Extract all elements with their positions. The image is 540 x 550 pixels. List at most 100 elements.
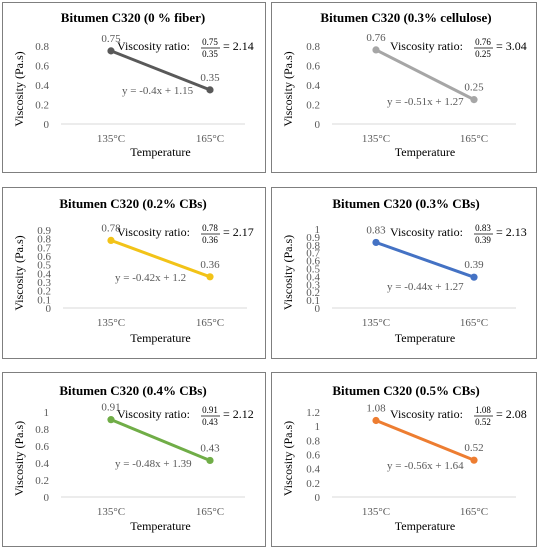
ratio-numerator: 0.76 — [475, 37, 491, 47]
y-axis-label: Viscosity (Pa.s) — [281, 421, 295, 496]
chart-title: Bitumen C320 (0.3% cellulose) — [320, 10, 491, 25]
data-point — [107, 47, 115, 55]
series-line — [110, 238, 211, 279]
ratio-denominator: 0.36 — [202, 235, 218, 245]
x-axis-label: Temperature — [130, 331, 190, 345]
viscosity-ratio: Viscosity ratio: 0.76 0.25 = 3.04 — [390, 37, 527, 59]
x-tick-label: 135°C — [97, 133, 125, 145]
chart-panel: Bitumen C320 (0.5% CBs) Viscosity (Pa.s) T… — [271, 372, 537, 547]
y-tick-label: 0.4 — [306, 80, 320, 92]
chart-svg: Bitumen C320 (0.4% CBs) Viscosity (Pa.s) T… — [12, 383, 254, 533]
chart-panel: Bitumen C320 (0.3% CBs) Viscosity (Pa.s) T… — [271, 187, 537, 359]
x-axis-label: Temperature — [130, 519, 190, 533]
viscosity-ratio: Viscosity ratio: 0.83 0.39 = 2.13 — [390, 223, 527, 245]
data-label: 0.39 — [464, 259, 484, 271]
x-axis-label: Temperature — [395, 331, 455, 345]
y-tick-label: 0.6 — [35, 441, 49, 453]
y-tick-label: 0 — [315, 303, 321, 315]
y-tick-label: 0.8 — [37, 234, 51, 246]
trendline-equation: y = -0.56x + 1.64 — [387, 460, 464, 472]
x-tick-label: 165°C — [460, 317, 488, 329]
data-label: 0.75 — [101, 33, 121, 45]
series-line — [375, 241, 475, 279]
x-tick-label: 165°C — [196, 133, 224, 145]
data-point — [206, 273, 214, 281]
y-tick-label: 0.3 — [37, 277, 51, 289]
chart-svg: Bitumen C320 (0.3% CBs) Viscosity (Pa.s) T… — [281, 196, 527, 345]
ratio-numerator: 1.08 — [475, 405, 491, 415]
chart-title: Bitumen C320 (0.5% CBs) — [332, 383, 479, 398]
ratio-result: = 2.13 — [496, 225, 527, 239]
y-tick-label: 0.8 — [35, 41, 49, 53]
y-tick-label: 0.5 — [37, 260, 51, 272]
y-tick-label: 0.2 — [306, 287, 320, 299]
data-point — [206, 456, 214, 465]
ratio-denominator: 0.52 — [475, 417, 491, 427]
data-label: 0.35 — [200, 72, 220, 84]
x-tick-label: 135°C — [362, 133, 390, 145]
series-line — [375, 419, 475, 462]
y-tick-label: 0.2 — [35, 100, 49, 112]
y-tick-label: 0.4 — [35, 458, 49, 470]
y-tick-label: 0.4 — [306, 464, 320, 476]
ratio-prefix: Viscosity ratio: — [390, 225, 463, 239]
y-axis-label: Viscosity (Pa.s) — [12, 51, 26, 126]
x-tick-label: 135°C — [97, 506, 125, 518]
y-tick-label: 0.4 — [37, 268, 51, 280]
y-tick-label: 0.2 — [306, 100, 320, 112]
y-tick-label: 0.8 — [35, 424, 49, 436]
ratio-denominator: 0.35 — [202, 49, 218, 59]
y-tick-label: 0.2 — [306, 478, 320, 490]
y-axis-label: Viscosity (Pa.s) — [12, 235, 26, 310]
chart-panel: Bitumen C320 (0.4% CBs) Viscosity (Pa.s) T… — [2, 372, 266, 547]
chart-title: Bitumen C320 (0.4% CBs) — [59, 383, 206, 398]
y-tick-label: 0 — [315, 492, 321, 504]
data-point — [470, 96, 478, 104]
y-tick-label: 0.3 — [306, 279, 320, 291]
ratio-result: = 3.04 — [496, 39, 527, 53]
ratio-denominator: 0.43 — [202, 417, 218, 427]
viscosity-ratio: Viscosity ratio: 0.78 0.36 = 2.17 — [117, 223, 254, 245]
y-tick-label: 0 — [315, 119, 321, 131]
x-tick-label: 135°C — [362, 317, 390, 329]
data-point — [107, 236, 115, 244]
data-label: 0.25 — [464, 82, 484, 94]
y-tick-label: 0 — [44, 119, 50, 131]
y-tick-label: 0.6 — [306, 61, 320, 73]
y-tick-label: 0.6 — [306, 256, 320, 268]
data-label: 0.52 — [464, 442, 483, 454]
chart-panel: Bitumen C320 (0 % fiber) Viscosity (Pa.s)… — [2, 2, 266, 173]
data-point — [372, 46, 380, 54]
y-tick-label: 0.7 — [306, 248, 320, 260]
y-tick-label: 0.9 — [306, 232, 320, 244]
x-tick-label: 135°C — [362, 506, 390, 518]
chart-title: Bitumen C320 (0.3% CBs) — [332, 196, 479, 211]
viscosity-ratio: Viscosity ratio: 0.91 0.43 = 2.12 — [117, 405, 254, 427]
data-point — [372, 238, 380, 247]
ratio-result: = 2.17 — [223, 225, 254, 239]
data-label: 0.43 — [200, 442, 220, 454]
x-tick-label: 165°C — [196, 506, 224, 518]
data-label: 0.36 — [200, 259, 220, 271]
ratio-numerator: 0.83 — [475, 223, 491, 233]
ratio-prefix: Viscosity ratio: — [390, 39, 463, 53]
data-label: 0.91 — [101, 402, 120, 414]
y-axis-label: Viscosity (Pa.s) — [281, 51, 295, 126]
chart-svg: Bitumen C320 (0 % fiber) Viscosity (Pa.s)… — [12, 10, 254, 159]
chart-svg: Bitumen C320 (0.2% CBs) Viscosity (Pa.s) T… — [12, 196, 254, 345]
y-tick-label: 0.4 — [306, 271, 320, 283]
data-point — [470, 456, 478, 464]
x-tick-label: 165°C — [460, 133, 488, 145]
y-axis-label: Viscosity (Pa.s) — [281, 235, 295, 310]
data-point — [372, 416, 380, 425]
series-line — [110, 49, 211, 92]
y-tick-label: 0.9 — [37, 225, 51, 237]
ratio-numerator: 0.78 — [202, 223, 218, 233]
y-tick-label: 0.8 — [306, 240, 320, 252]
y-tick-label: 0.5 — [306, 264, 320, 276]
y-tick-label: 0.7 — [37, 242, 51, 254]
chart-title: Bitumen C320 (0 % fiber) — [61, 10, 205, 25]
ratio-result: = 2.12 — [223, 407, 254, 421]
viscosity-ratio: Viscosity ratio: 0.75 0.35 = 2.14 — [117, 37, 254, 59]
ratio-numerator: 0.75 — [202, 37, 218, 47]
